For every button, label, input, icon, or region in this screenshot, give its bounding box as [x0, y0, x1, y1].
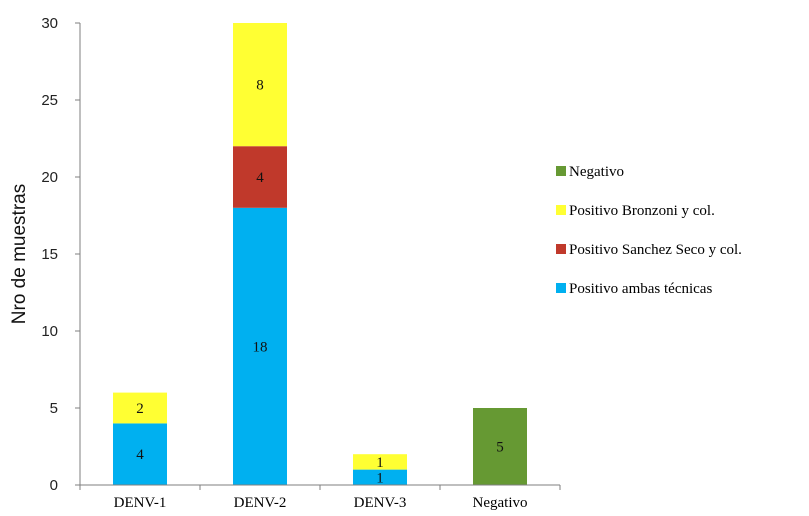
data-label-negativo-negativo: 5 — [496, 440, 504, 456]
y-tick-label: 5 — [50, 400, 58, 417]
data-label-denv-1-positivo-bronzoni-y-col: 2 — [136, 401, 144, 417]
y-tick-label: 15 — [41, 246, 58, 263]
bar-denv-2-positivo-sanchez-seco-y-col — [233, 146, 287, 208]
legend-swatch-negativo — [556, 166, 566, 176]
bar-denv-1-positivo-ambas-tecnicas — [113, 423, 167, 485]
legend-swatch-positivo-bronzoni-y-col — [556, 205, 566, 215]
y-axis-label: Nro de muestras — [9, 184, 30, 324]
legend: Negativo Positivo Bronzoni y col. Positivo… — [556, 164, 742, 297]
data-label-denv-1-positivo-ambas-tecnicas: 4 — [136, 447, 144, 463]
legend-label-positivo-sanchez-seco-y-col: Positivo Sanchez Seco y col. — [569, 242, 742, 258]
data-label-denv-2-positivo-sanchez-seco-y-col: 4 — [256, 170, 264, 186]
data-label-denv-2-positivo-bronzoni-y-col: 8 — [256, 78, 264, 94]
bars-group — [113, 23, 527, 486]
y-tick-label: 10 — [41, 323, 58, 340]
bar-denv-3-positivo-ambas-tecnicas — [353, 469, 407, 485]
x-tick-label-denv-2: DENV-2 — [234, 495, 287, 511]
data-label-denv-3-positivo-ambas-tecnicas: 1 — [376, 470, 384, 486]
bar-denv-1-positivo-bronzoni-y-col — [113, 392, 167, 424]
bar-denv-2-positivo-ambas-tecnicas — [233, 207, 287, 486]
legend-swatch-positivo-sanchez-seco-y-col — [556, 244, 566, 254]
y-tick-label: 20 — [41, 169, 58, 186]
y-tick-label: 30 — [41, 15, 58, 32]
bar-negativo-negativo — [473, 408, 527, 485]
x-tick-label-denv-3: DENV-3 — [354, 495, 407, 511]
data-labels-group: 4 2 18 4 8 11 5 — [136, 78, 504, 487]
legend-label-positivo-bronzoni-y-col: Positivo Bronzoni y col. — [569, 203, 715, 219]
y-tick-label: 25 — [41, 92, 58, 109]
data-label-denv-2-positivo-ambas-tecnicas: 18 — [253, 339, 268, 355]
legend-label-negativo: Negativo — [569, 164, 624, 180]
x-tick-label-denv-1: DENV-1 — [114, 495, 167, 511]
data-label-denv-3-positivo-bronzoni-y-col: 1 — [376, 455, 384, 471]
legend-label-positivo-ambas-tecnicas: Positivo ambas técnicas — [569, 281, 712, 297]
bar-denv-3-positivo-bronzoni-y-col — [353, 454, 407, 470]
x-tick-label-negativo: Negativo — [473, 495, 528, 511]
y-tick-label: 0 — [50, 477, 58, 494]
bar-denv-2-positivo-bronzoni-y-col — [233, 23, 287, 147]
legend-swatch-positivo-ambas-tecnicas — [556, 283, 566, 293]
